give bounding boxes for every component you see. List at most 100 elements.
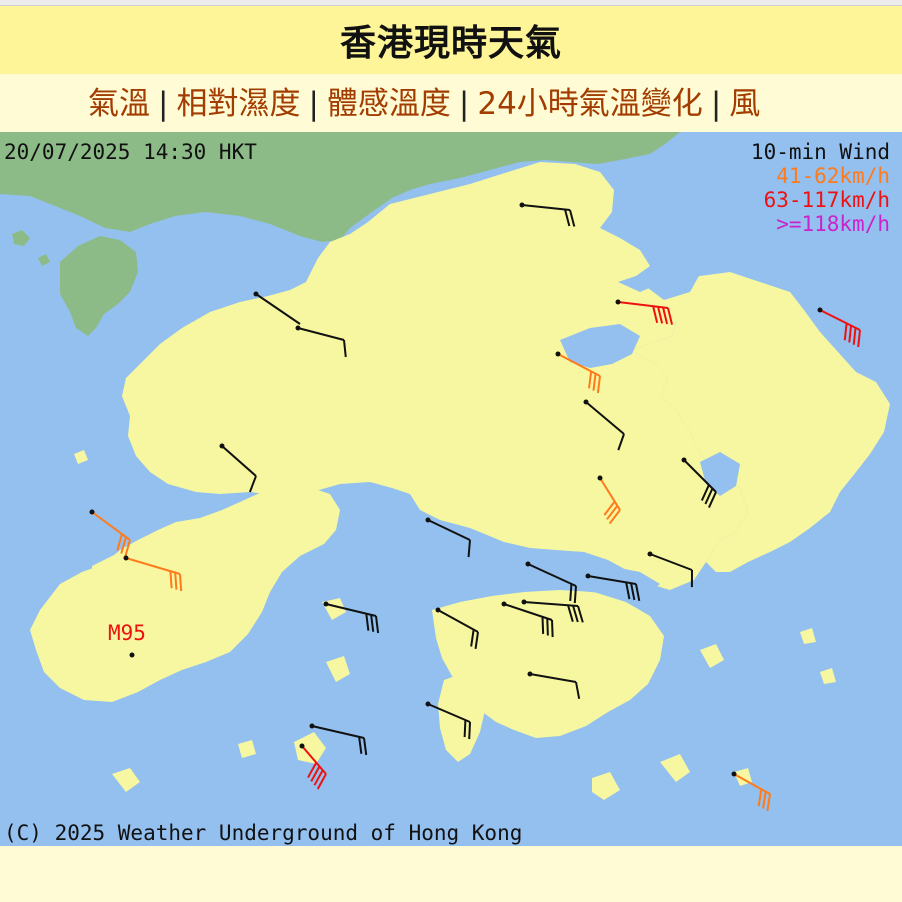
islet bbox=[74, 450, 88, 464]
wind-barb-staff bbox=[503, 603, 553, 621]
wind-barb-feather bbox=[573, 585, 577, 604]
wind-station-dot bbox=[597, 475, 603, 481]
wind-barb-feather bbox=[652, 305, 659, 324]
wind-station-dot bbox=[585, 573, 591, 579]
legend-band-gale: 63-117km/h bbox=[764, 188, 890, 212]
wind-barb-feather bbox=[474, 631, 479, 650]
wind-barb-staff bbox=[617, 301, 669, 309]
wind-barb bbox=[219, 443, 257, 493]
nav-link-24h-temperature-change[interactable]: 24小時氣溫變化 bbox=[477, 86, 703, 122]
wind-barb bbox=[681, 457, 717, 508]
plover-cove-water bbox=[640, 270, 700, 300]
legend-title: 10-min Wind bbox=[751, 140, 890, 164]
mainland-islet bbox=[38, 254, 50, 266]
nav-link-humidity[interactable]: 相對濕度 bbox=[176, 86, 301, 122]
wind-barb-feather bbox=[762, 791, 767, 809]
wind-barb-feather bbox=[852, 327, 857, 345]
wind-barb-feather bbox=[704, 488, 714, 505]
station-label-m95: M95 bbox=[108, 621, 146, 645]
wind-barb bbox=[519, 202, 576, 227]
wind-station-dot bbox=[425, 701, 431, 707]
wind-station-dot bbox=[425, 517, 431, 523]
wind-barb-feather bbox=[307, 762, 318, 779]
wind-barb bbox=[555, 351, 601, 394]
nav-links: 氣溫 | 相對濕度 | 體感溫度 | 24小時氣溫變化 | 風 bbox=[0, 76, 902, 132]
wind-barb bbox=[585, 573, 641, 601]
wind-barb-feather bbox=[630, 582, 636, 601]
wind-barb-feather bbox=[363, 737, 368, 756]
wind-barb-feather bbox=[468, 721, 471, 740]
wind-barb bbox=[425, 701, 471, 740]
nav-link-apparent-temperature[interactable]: 體感溫度 bbox=[326, 86, 451, 122]
wind-barb-staff bbox=[427, 703, 471, 723]
wind-barb-feather bbox=[608, 509, 621, 525]
wind-barbs bbox=[89, 202, 861, 812]
wind-barb bbox=[123, 555, 183, 592]
nav-separator: | bbox=[458, 86, 470, 122]
wind-station-dot bbox=[309, 723, 315, 729]
wind-barb-feather bbox=[375, 615, 380, 634]
wind-barb-feather bbox=[843, 323, 848, 341]
wind-barb-feather bbox=[635, 583, 641, 601]
wind-barb-feather bbox=[577, 605, 584, 623]
wind-barb-staff bbox=[585, 401, 625, 435]
wind-barb-feather bbox=[596, 375, 601, 394]
nav-link-wind[interactable]: 風 bbox=[729, 86, 761, 122]
wind-station-dot bbox=[731, 771, 737, 777]
wind-barb-feather bbox=[463, 719, 467, 738]
wind-barb-feather bbox=[606, 505, 619, 520]
wind-barb-feather bbox=[116, 533, 123, 551]
wind-barb bbox=[615, 299, 674, 325]
wind-barb-staff bbox=[427, 519, 471, 541]
wind-barb bbox=[299, 743, 327, 790]
wind-station-dot bbox=[527, 671, 533, 677]
islet bbox=[820, 668, 836, 684]
wind-barb-feather bbox=[467, 539, 471, 558]
wind-barb-feather bbox=[625, 582, 631, 600]
wind-barb-feather bbox=[662, 307, 669, 325]
station-marker-m95 bbox=[129, 652, 135, 658]
wind-barb-feather bbox=[603, 500, 616, 516]
map-timestamp: 20/07/2025 14:30 HKT bbox=[4, 140, 257, 164]
wind-barb-feather bbox=[657, 306, 664, 324]
wind-station-dot bbox=[123, 555, 129, 561]
wind-barb-feather bbox=[766, 793, 771, 812]
wind-barb-staff bbox=[557, 353, 601, 377]
sai-kung-peninsula bbox=[630, 272, 890, 572]
wind-barb-staff bbox=[587, 575, 637, 585]
nav-link-temperature[interactable]: 氣溫 bbox=[88, 86, 150, 122]
islet bbox=[800, 628, 816, 644]
wind-barb-feather bbox=[757, 788, 763, 807]
wind-barb-staff bbox=[311, 725, 365, 739]
wind-barb-feather bbox=[365, 613, 370, 631]
lamma-island bbox=[438, 672, 486, 762]
wind-station-dot bbox=[525, 561, 531, 567]
copyright-notice: (C) 2025 Weather Underground of Hong Kon… bbox=[4, 821, 522, 845]
wind-barb-feather bbox=[120, 536, 127, 554]
wind-barb-feather bbox=[470, 629, 475, 647]
hong-kong-island bbox=[432, 590, 664, 738]
wind-barb bbox=[731, 771, 771, 812]
legend-band-hurricane: >=118km/h bbox=[776, 212, 890, 236]
wind-barb bbox=[295, 325, 347, 358]
wind-station-dot bbox=[521, 599, 527, 605]
wind-barb-feather bbox=[575, 681, 581, 699]
wind-barb bbox=[89, 509, 131, 557]
wind-barb-staff bbox=[649, 553, 693, 571]
nav-separator: | bbox=[710, 86, 722, 122]
wind-station-dot bbox=[295, 325, 301, 331]
wind-station-dot bbox=[501, 601, 507, 607]
wind-barb-feather bbox=[343, 339, 347, 358]
wind-station-dot bbox=[89, 509, 95, 515]
wind-barb-staff bbox=[297, 327, 345, 341]
po-toi-island bbox=[592, 772, 620, 800]
wind-barb-feather bbox=[310, 765, 321, 782]
wind-map-canvas: 20/07/2025 14:30 HKT 10-min Wind 41-62km… bbox=[0, 132, 902, 846]
wind-barb-feather bbox=[700, 484, 710, 501]
wind-map: 20/07/2025 14:30 HKT 10-min Wind 41-62km… bbox=[0, 132, 902, 846]
wind-station-dot bbox=[299, 743, 305, 749]
wind-barb-staff bbox=[221, 445, 257, 477]
mainland-peninsula bbox=[60, 236, 138, 336]
title-bar: 香港現時天氣 bbox=[0, 6, 902, 74]
wind-barb-staff bbox=[599, 477, 621, 511]
